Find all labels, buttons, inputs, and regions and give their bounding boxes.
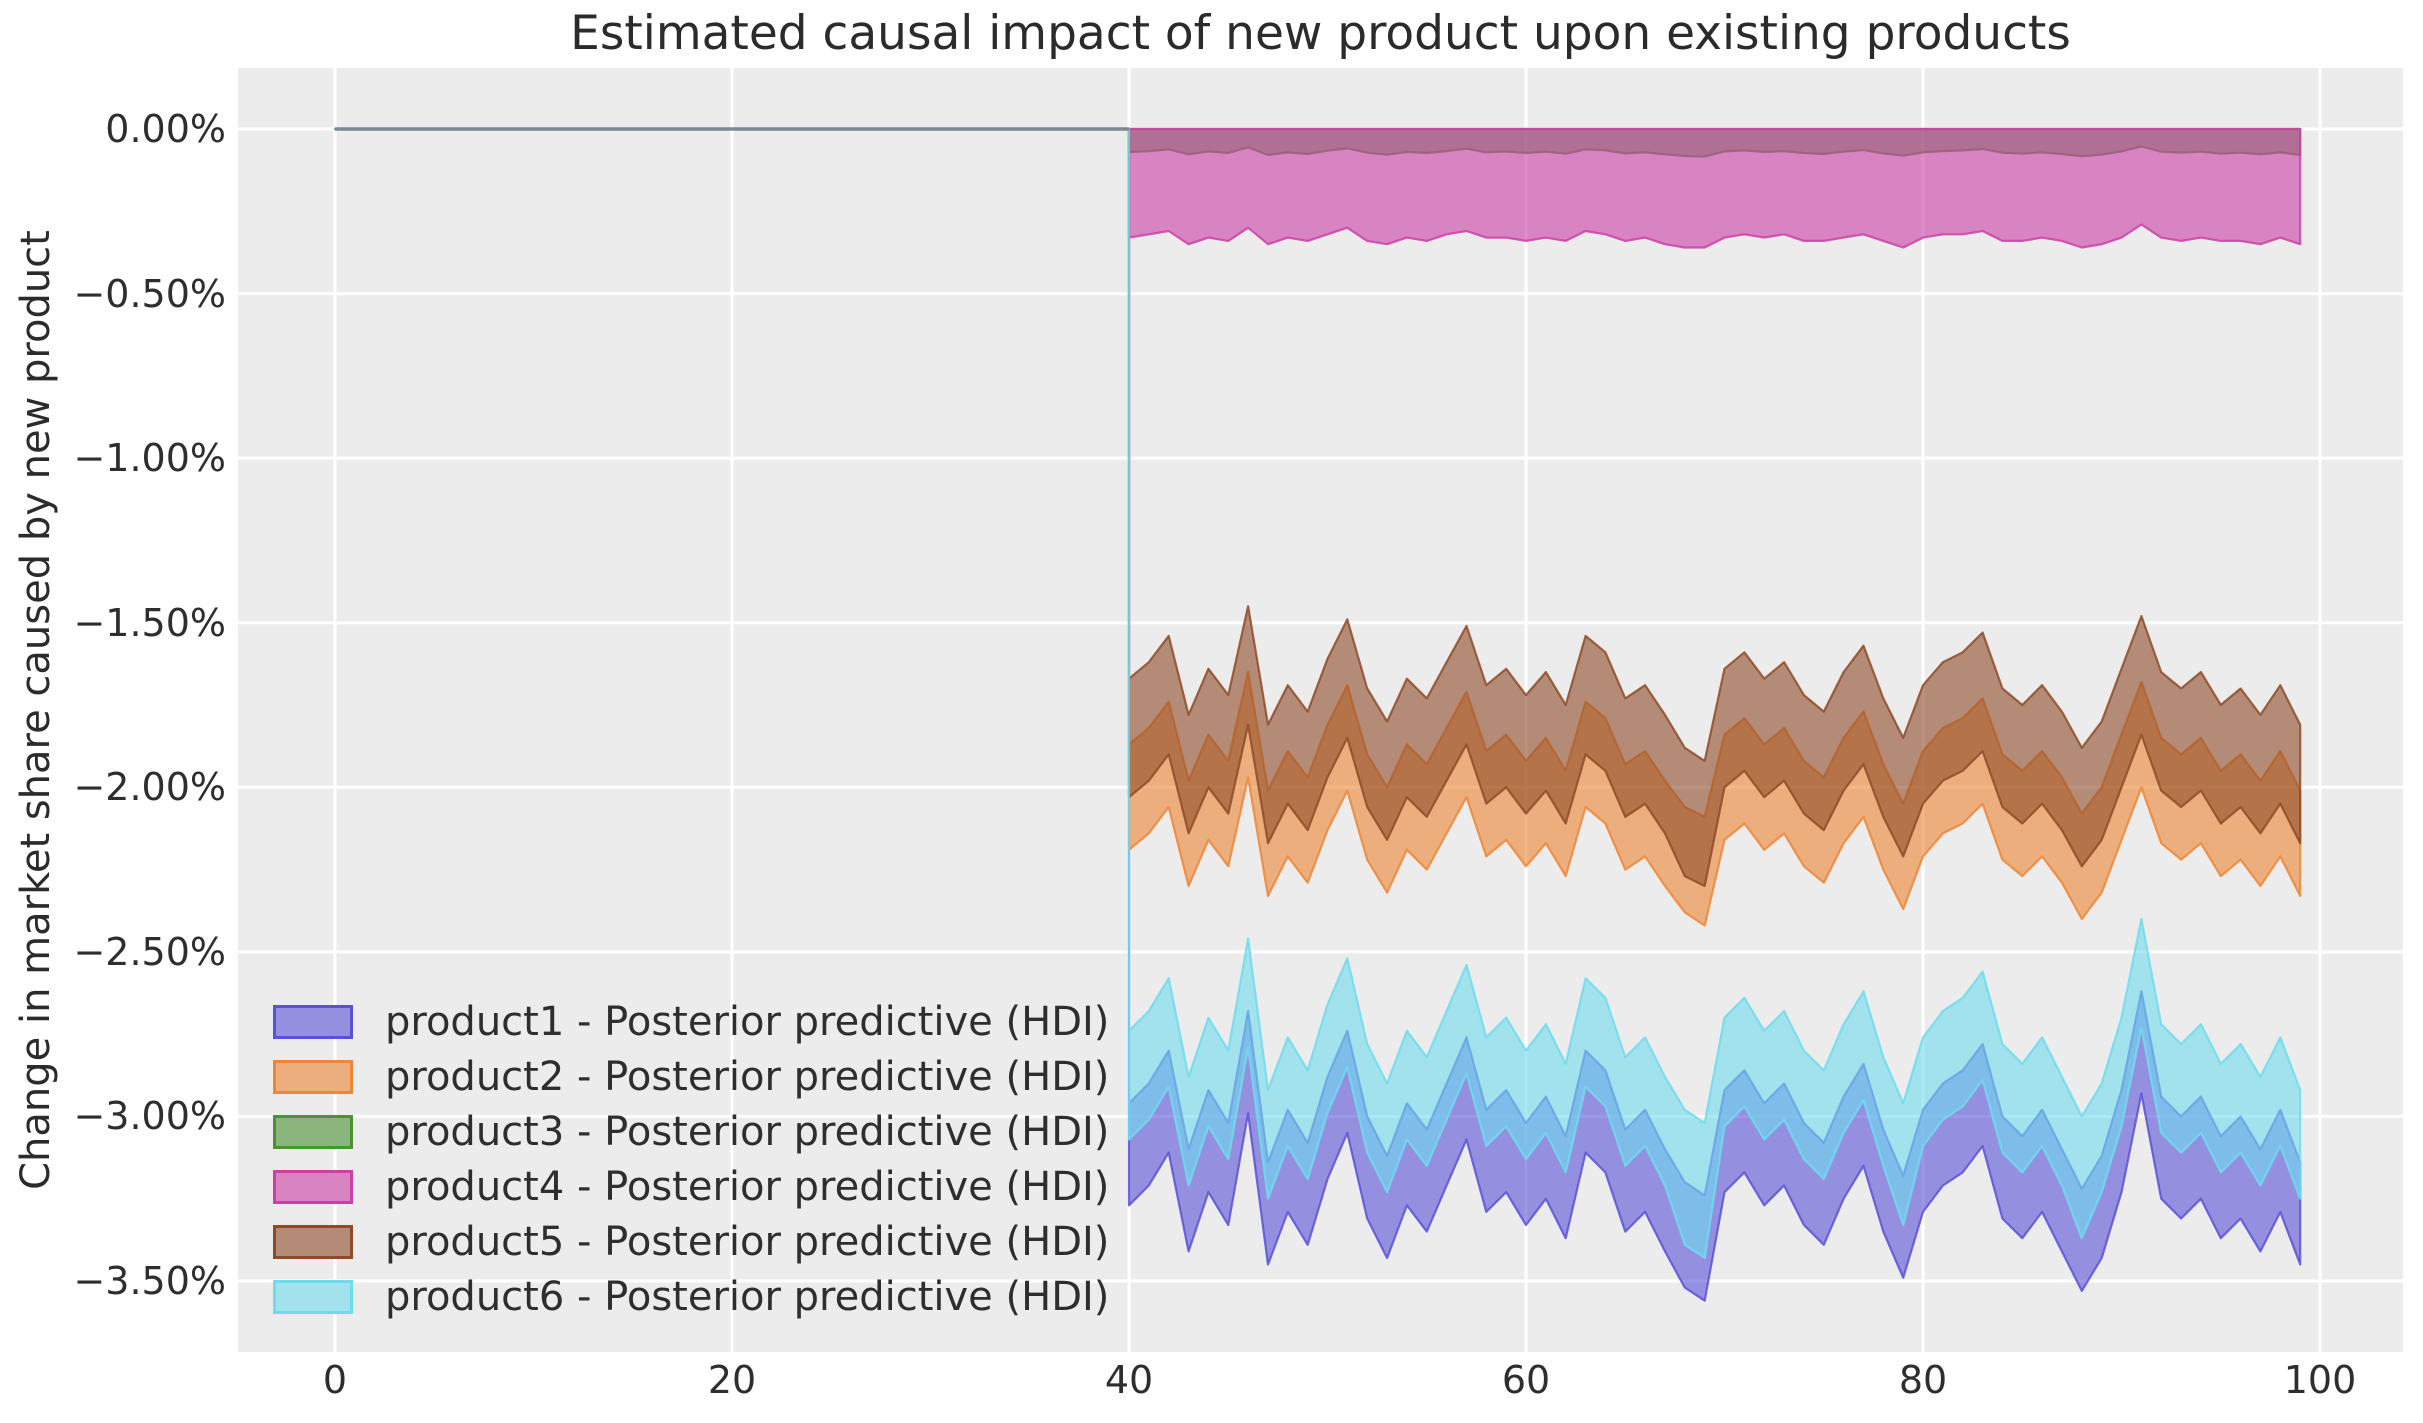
y-tick-label: −3.00% bbox=[73, 1094, 226, 1139]
legend-swatch-product4 bbox=[273, 1170, 353, 1204]
legend-item-product4: product4 - Posterior predictive (HDI) bbox=[260, 1162, 1109, 1212]
legend-label: product4 - Posterior predictive (HDI) bbox=[385, 1164, 1110, 1210]
legend-label: product5 - Posterior predictive (HDI) bbox=[385, 1219, 1110, 1265]
hdi-band-product5 bbox=[333, 127, 2302, 888]
x-tick-label: 20 bbox=[707, 1358, 757, 1402]
legend-swatch-product3 bbox=[273, 1115, 353, 1149]
y-tick-label: −3.50% bbox=[73, 1258, 226, 1303]
legend-swatch-fill bbox=[276, 1008, 350, 1036]
legend-swatch-fill bbox=[276, 1063, 350, 1091]
y-tick-label: −1.50% bbox=[73, 600, 226, 645]
legend-swatch-product6 bbox=[273, 1280, 353, 1314]
legend-swatch-fill bbox=[276, 1173, 350, 1201]
x-tick-label: 0 bbox=[322, 1358, 348, 1402]
x-tick-label: 100 bbox=[2283, 1358, 2357, 1402]
y-tick-label: −2.00% bbox=[73, 765, 226, 810]
x-tick-label: 40 bbox=[1104, 1358, 1154, 1402]
legend-item-product1: product1 - Posterior predictive (HDI) bbox=[260, 997, 1109, 1047]
y-tick-label: −2.50% bbox=[73, 929, 226, 974]
x-tick-label: 60 bbox=[1501, 1358, 1551, 1402]
legend-label: product1 - Posterior predictive (HDI) bbox=[385, 999, 1110, 1045]
legend-swatch-fill bbox=[276, 1283, 350, 1311]
legend-swatch-product2 bbox=[273, 1060, 353, 1094]
legend-item-product5: product5 - Posterior predictive (HDI) bbox=[260, 1217, 1109, 1267]
legend-swatch-product1 bbox=[273, 1005, 353, 1039]
legend-item-product6: product6 - Posterior predictive (HDI) bbox=[260, 1272, 1109, 1322]
y-axis-label: Change in market share caused by new pro… bbox=[13, 230, 59, 1190]
legend-label: product2 - Posterior predictive (HDI) bbox=[385, 1054, 1110, 1100]
x-tick-label: 80 bbox=[1898, 1358, 1948, 1402]
legend-item-product2: product2 - Posterior predictive (HDI) bbox=[260, 1052, 1109, 1102]
hdi-band-product4 bbox=[333, 127, 2302, 249]
legend-swatch-fill bbox=[276, 1118, 350, 1146]
legend-label: product3 - Posterior predictive (HDI) bbox=[385, 1109, 1110, 1155]
legend-item-product3: product3 - Posterior predictive (HDI) bbox=[260, 1107, 1109, 1157]
legend-swatch-fill bbox=[276, 1228, 350, 1256]
y-tick-label: −1.00% bbox=[73, 436, 226, 481]
legend-swatch-product5 bbox=[273, 1225, 353, 1259]
y-tick-label: −0.50% bbox=[73, 271, 226, 316]
chart-title: Estimated causal impact of new product u… bbox=[570, 6, 2071, 61]
legend-label: product6 - Posterior predictive (HDI) bbox=[385, 1274, 1110, 1320]
hdi-band-product6 bbox=[333, 127, 2302, 1260]
y-tick-label: 0.00% bbox=[105, 107, 226, 151]
